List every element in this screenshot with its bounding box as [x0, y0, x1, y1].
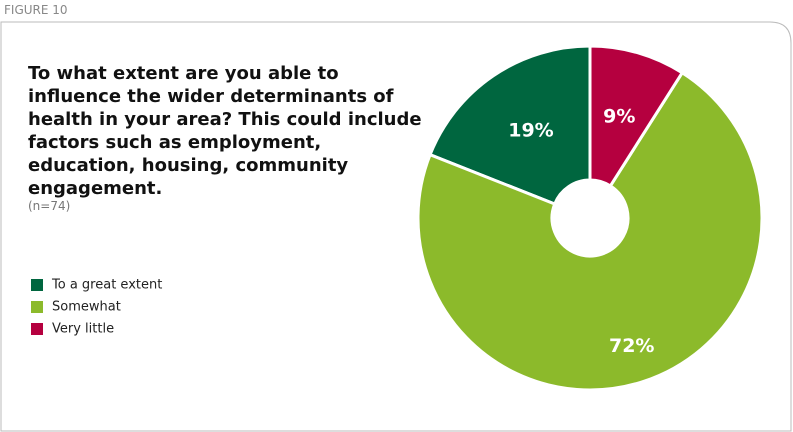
legend-label: To a great extent [51, 278, 162, 293]
legend-swatch [31, 301, 43, 313]
value-label: 19% [508, 120, 553, 142]
value-label: 72% [609, 335, 654, 357]
chart-subtitle: (n=74) [28, 199, 71, 213]
frame [0, 21, 792, 432]
donut-slice [428, 44, 592, 206]
figure-label: FIGURE 10 [4, 3, 68, 17]
value-label: 9% [603, 106, 635, 128]
chart-title: To what extent are you able to influence… [28, 63, 422, 199]
donut-slice [416, 70, 764, 392]
legend-swatch [31, 279, 43, 291]
legend-label: Somewhat [52, 300, 121, 315]
legend-label: Very little [52, 322, 114, 337]
donut-slice [588, 44, 685, 188]
legend-swatch [31, 323, 43, 335]
